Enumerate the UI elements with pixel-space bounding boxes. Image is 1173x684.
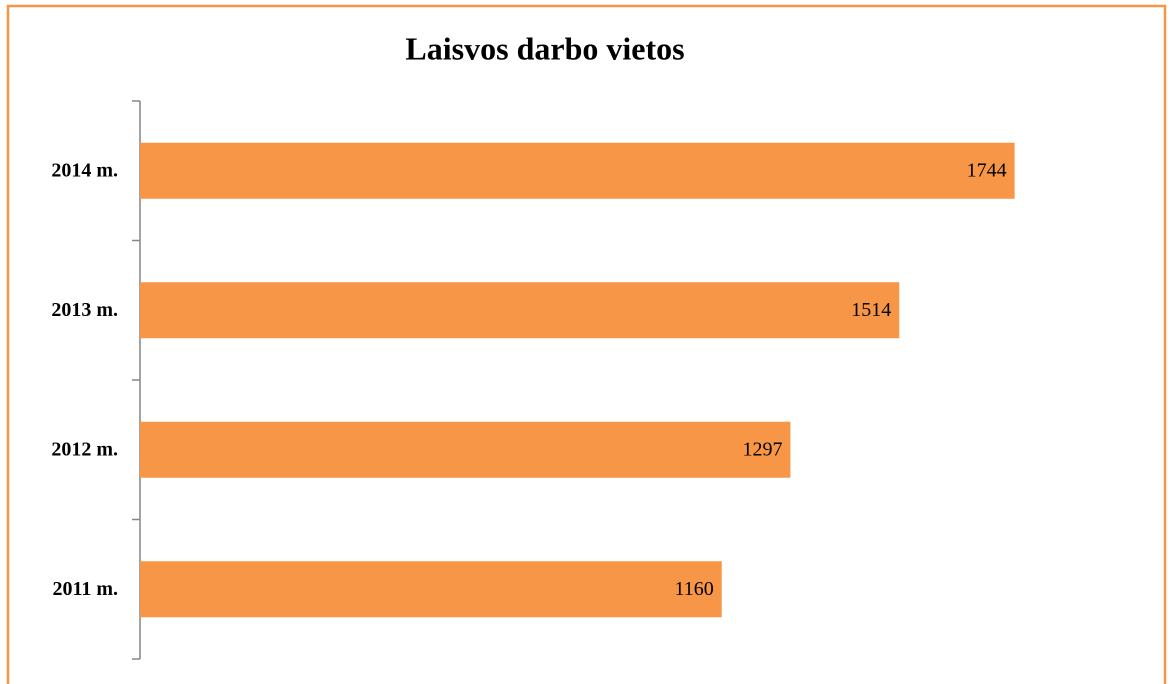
data-label: 1514 — [851, 299, 891, 321]
bar — [140, 421, 791, 478]
bar — [140, 561, 722, 618]
data-label: 1160 — [674, 578, 713, 600]
y-tick-label: 2013 m. — [51, 299, 118, 321]
data-label: 1744 — [967, 159, 1007, 181]
y-tick-label: 2012 m. — [51, 438, 118, 460]
bar — [140, 282, 900, 339]
data-label: 1297 — [742, 438, 782, 460]
bar — [140, 142, 1015, 199]
y-tick-label: 2011 m. — [52, 578, 118, 600]
y-tick-label: 2014 m. — [51, 159, 118, 181]
chart-title: Laisvos darbo vietos — [405, 30, 684, 66]
